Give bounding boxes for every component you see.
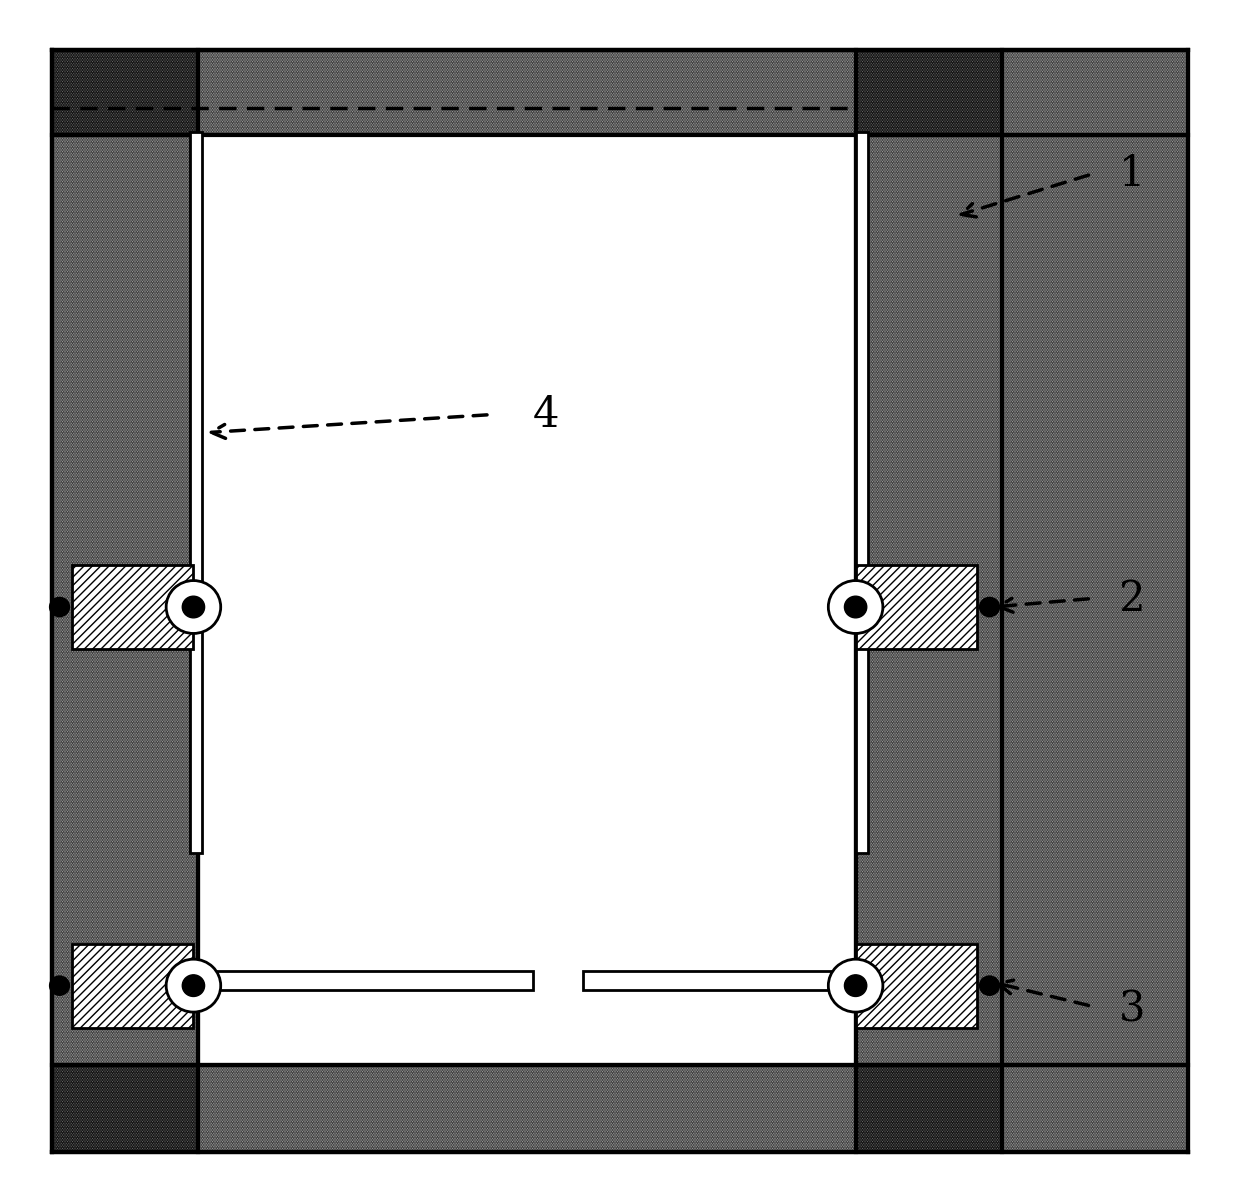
Circle shape (166, 959, 221, 1012)
Bar (856, 565, 977, 649)
Bar (856, 50, 1002, 1152)
Bar (52, 50, 1188, 135)
Circle shape (182, 596, 205, 618)
Circle shape (828, 581, 883, 633)
Bar (190, 132, 202, 853)
Bar (856, 944, 977, 1028)
Bar (583, 971, 905, 990)
Bar (52, 50, 198, 1152)
Bar (52, 50, 198, 1152)
Text: 2: 2 (1118, 578, 1145, 619)
Bar (856, 50, 1002, 1152)
Bar (198, 103, 856, 1065)
Text: 3: 3 (1118, 989, 1145, 1030)
Bar (52, 1065, 1188, 1152)
Bar (52, 1065, 1188, 1152)
Circle shape (844, 596, 867, 618)
Bar (52, 50, 1188, 135)
Bar (72, 565, 193, 649)
Bar (72, 944, 193, 1028)
Text: 1: 1 (1118, 154, 1145, 195)
Circle shape (182, 975, 205, 996)
Circle shape (980, 976, 999, 995)
Circle shape (50, 976, 69, 995)
Bar (198, 971, 533, 990)
Circle shape (828, 959, 883, 1012)
Text: 4: 4 (533, 394, 559, 435)
Circle shape (166, 581, 221, 633)
Circle shape (50, 597, 69, 617)
Circle shape (980, 597, 999, 617)
Bar (856, 132, 868, 853)
Circle shape (844, 975, 867, 996)
